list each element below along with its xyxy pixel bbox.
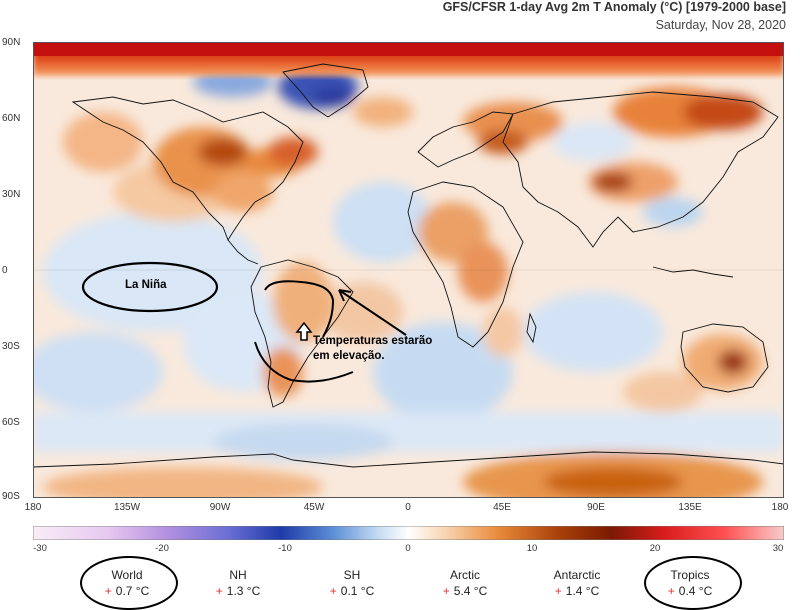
colorbar (33, 526, 784, 540)
map-frame (33, 42, 784, 498)
lon-label-0: 0 (405, 502, 411, 513)
arc-lower (254, 341, 354, 383)
coast-antarctica (33, 451, 784, 468)
stat-nh-value: 1.3 °C (226, 584, 261, 598)
anomaly-map: La Niña Temperaturas estarão em elevação… (33, 42, 784, 498)
coast-madagascar (526, 312, 537, 344)
stat-arctic-sign: + (442, 584, 450, 598)
map-title: GFS/CFSR 1-day Avg 2m T Anomaly (°C) [19… (442, 0, 786, 14)
coast-europe (417, 111, 514, 168)
stat-arctic-label: Arctic (450, 568, 480, 582)
cbar-tick-10: 10 (526, 543, 538, 554)
cbar-tick-neg20: -20 (155, 543, 169, 554)
coast-australia (680, 323, 769, 393)
stat-nh-sign: + (215, 584, 223, 598)
stat-nh-label: NH (229, 568, 247, 582)
stat-antarctic-sign: + (554, 584, 562, 598)
pointer-arrowhead-icon (338, 289, 352, 302)
coast-south-america (250, 259, 354, 408)
annotations: La Niña Temperaturas estarão em elevação… (81, 261, 432, 383)
lon-label-135w: 135W (113, 502, 141, 513)
cbar-tick-0: 0 (405, 543, 411, 554)
colorbar-gradient (33, 526, 784, 540)
lon-label-45e: 45E (493, 502, 511, 513)
cbar-tick-30: 30 (772, 543, 784, 554)
map-date: Saturday, Nov 28, 2020 (655, 18, 786, 32)
stat-sh-value: 0.1 °C (340, 584, 375, 598)
lat-label-60n: 60N (2, 113, 21, 124)
coast-north-america (71, 96, 304, 242)
stat-sh: SH +0.1 °C (297, 568, 407, 598)
lat-label-eq: 0 (2, 265, 8, 276)
lat-label-60s: 60S (2, 417, 20, 428)
pointer-line (338, 289, 407, 336)
stat-sh-sign: + (329, 584, 337, 598)
temp-label-line2: em elevação. (313, 350, 385, 362)
la-nina-label: La Niña (125, 279, 167, 291)
stat-arctic-value: 5.4 °C (453, 584, 488, 598)
lon-label-90e: 90E (587, 502, 605, 513)
stat-nh: NH +1.3 °C (183, 568, 293, 598)
cbar-tick-neg10: -10 (278, 543, 292, 554)
lon-label-180w: 180 (24, 502, 42, 513)
arc-upper (264, 280, 335, 338)
cbar-tick-neg30: -30 (33, 543, 47, 554)
lon-label-135e: 135E (678, 502, 702, 513)
stat-antarctic-label: Antarctic (553, 568, 601, 582)
coast-africa (407, 181, 524, 348)
lon-label-45w: 45W (303, 502, 325, 513)
coastlines (33, 63, 784, 468)
temp-label-line1: Temperaturas estarão (313, 335, 432, 347)
lat-label-30s: 30S (2, 341, 20, 352)
la-nina-ellipse (81, 261, 219, 313)
coast-indonesia (652, 266, 734, 278)
arctic-core (33, 42, 784, 56)
anomaly-field (33, 65, 784, 498)
stat-arctic: Arctic +5.4 °C (410, 568, 520, 598)
stat-sh-label: SH (343, 568, 361, 582)
stat-antarctic: Antarctic +1.4 °C (522, 568, 632, 598)
coast-greenland (282, 63, 369, 118)
lon-label-90w: 90W (209, 502, 231, 513)
lat-label-90s: 90S (2, 491, 20, 502)
stat-antarctic-value: 1.4 °C (565, 584, 600, 598)
lat-label-30n: 30N (2, 189, 21, 200)
coast-central-america (227, 239, 259, 265)
lon-label-180e: 180 (771, 502, 789, 513)
cbar-tick-20: 20 (649, 543, 661, 554)
coast-asia (502, 91, 779, 248)
up-arrow-icon (295, 321, 313, 341)
lat-label-90n: 90N (2, 37, 21, 48)
map-svg: La Niña Temperaturas estarão em elevação… (33, 42, 784, 498)
